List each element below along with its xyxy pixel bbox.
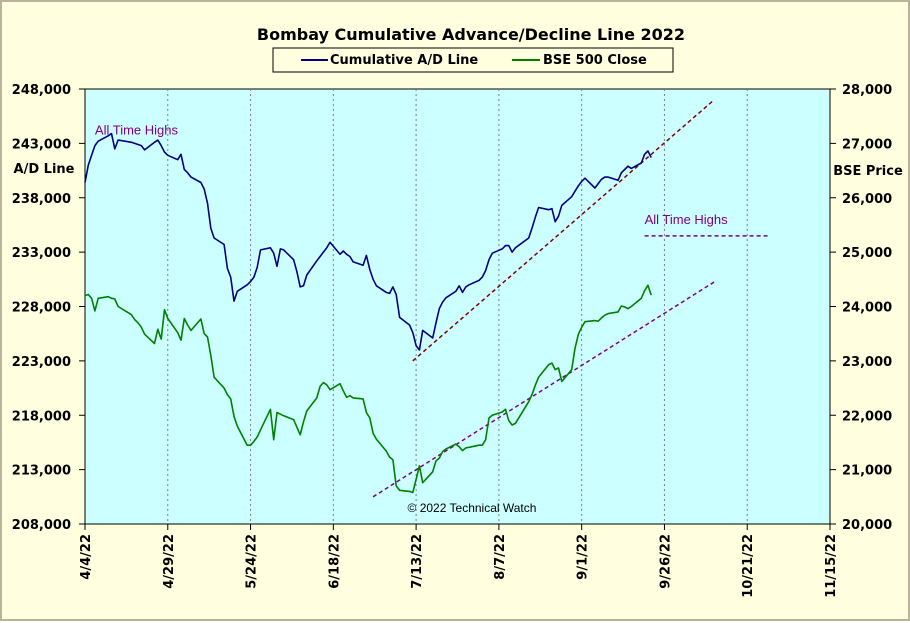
x-tick-label: 10/21/22: [741, 534, 756, 598]
y-right-axis-label: BSE Price: [833, 164, 903, 179]
y-left-tick-label: 233,000: [12, 246, 71, 261]
series-bse-close: [84, 284, 652, 494]
x-tick-label: 6/18/22: [327, 534, 342, 589]
series-lines: [84, 132, 652, 494]
x-tick-label: 9/26/22: [658, 534, 673, 589]
y-right-tick-label: 28,000: [842, 83, 892, 98]
y-right-tick-label: 20,000: [842, 518, 892, 533]
y-right-tick-label: 21,000: [842, 464, 892, 479]
legend-label-bse-close: BSE 500 Close: [543, 53, 647, 68]
y-left-tick-label: 238,000: [12, 192, 71, 207]
y-right-tick-label: 23,000: [842, 355, 892, 370]
x-tick-label: 7/13/22: [410, 534, 425, 589]
annotation-all-time-highs-1: All Time Highs: [645, 212, 729, 227]
reference-lines: [372, 99, 771, 498]
y-right-tick-label: 22,000: [842, 409, 892, 424]
y-left-tick-label: 223,000: [12, 355, 71, 370]
x-tick-label: 9/1/22: [576, 534, 591, 580]
legend-label-ad-line: Cumulative A/D Line: [330, 53, 478, 68]
legend: Cumulative A/D Line BSE 500 Close: [272, 47, 674, 73]
y-left-axis-label: A/D Line: [14, 162, 75, 177]
trendline-0: [412, 99, 715, 362]
x-tick-label: 4/4/22: [79, 534, 94, 580]
y-right-tick-label: 26,000: [842, 192, 892, 207]
y-left-tick-label: 208,000: [12, 518, 71, 533]
y-right-tick-label: 25,000: [842, 246, 892, 261]
axis-ticks: [79, 88, 836, 530]
axis-tick-labels: 4/4/22 4/29/22 5/24/22 6/18/22 7/13/22 8/7/22…: [12, 83, 892, 598]
annotation-all-time-highs-0: All Time Highs: [95, 123, 179, 138]
series-ad-line: [84, 132, 652, 351]
x-tick-label: 11/15/22: [824, 534, 839, 598]
copyright-notice: © 2022 Technical Watch: [408, 501, 537, 515]
y-left-tick-label: 213,000: [12, 464, 71, 479]
legend-box: [272, 47, 674, 73]
y-left-tick-label: 243,000: [12, 137, 71, 152]
x-tick-label: 4/29/22: [162, 534, 177, 589]
plot-area: [84, 88, 831, 525]
y-right-tick-label: 27,000: [842, 137, 892, 152]
annotations: All Time Highs All Time Highs: [95, 123, 728, 227]
chart-title: Bombay Cumulative Advance/Decline Line 2…: [257, 25, 685, 44]
y-left-tick-label: 248,000: [12, 83, 71, 98]
y-left-tick-label: 228,000: [12, 301, 71, 316]
y-right-tick-label: 24,000: [842, 301, 892, 316]
y-left-tick-label: 218,000: [12, 409, 71, 424]
x-tick-label: 5/24/22: [245, 534, 260, 589]
x-tick-label: 8/7/22: [493, 534, 508, 580]
